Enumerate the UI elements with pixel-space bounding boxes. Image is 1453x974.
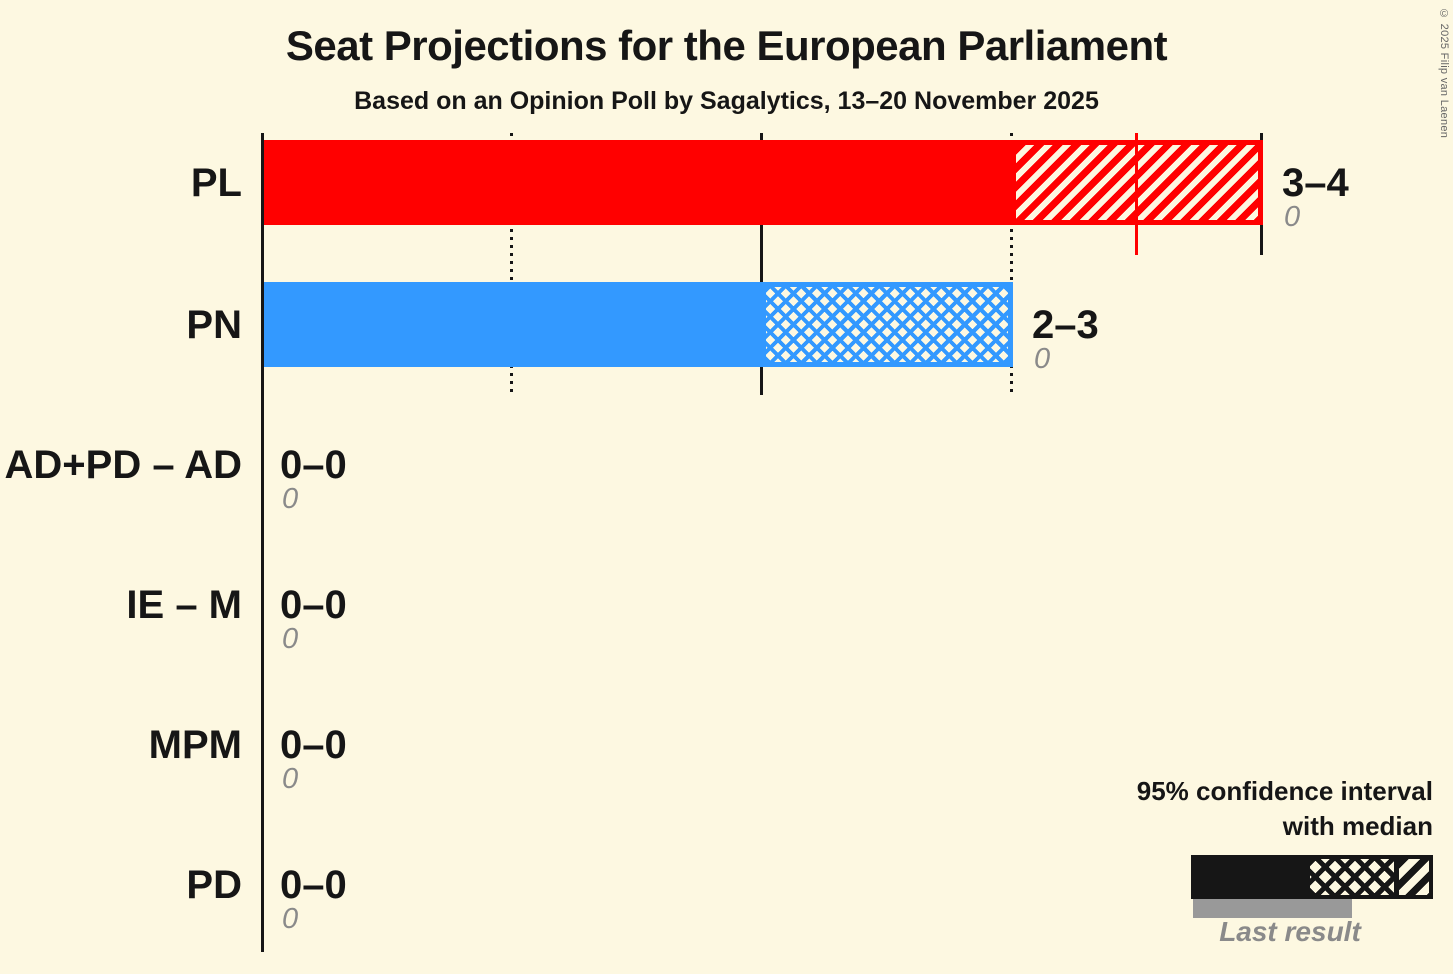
legend-last-result-bar — [1193, 899, 1352, 918]
legend-crosshatch-segment — [1310, 859, 1394, 895]
seats-range-pd: 0–0 — [280, 863, 347, 907]
last-result-pd: 0 — [282, 903, 299, 935]
row-label-pl: PL — [190, 161, 242, 205]
row-label-ad-pd-ad: AD+PD – AD — [4, 443, 242, 487]
legend-last-result-label: Last result — [1219, 916, 1361, 947]
seats-range-mpm: 0–0 — [280, 723, 347, 767]
legend-solid-segment — [1195, 859, 1310, 895]
page-title: Seat Projections for the European Parlia… — [285, 22, 1168, 69]
row-label-mpm: MPM — [148, 723, 242, 767]
median-line-pl — [1135, 133, 1138, 255]
legend-diagonal-segment — [1399, 859, 1429, 895]
legend-sample-bar — [1191, 855, 1433, 899]
legend-median-marker — [1394, 859, 1399, 895]
legend-title: 95% confidence interval with median — [900, 774, 1433, 844]
last-result-pl: 0 — [1284, 201, 1301, 233]
bar-ci-pn — [761, 282, 1013, 367]
bar-solid-pl — [264, 140, 1011, 225]
last-result-ad-pd-ad: 0 — [282, 483, 299, 515]
legend-title-line1: 95% confidence interval — [1136, 776, 1433, 806]
seats-range-pn: 2–3 — [1032, 303, 1099, 347]
copyright-note: © 2025 Filip van Laenen — [1438, 8, 1450, 139]
last-result-pn: 0 — [1034, 343, 1051, 375]
page-subtitle: Based on an Opinion Poll by Sagalytics, … — [354, 87, 1099, 115]
gridline-seat-2 — [760, 133, 763, 395]
seats-range-ad-pd-ad: 0–0 — [280, 443, 347, 487]
gridline-seat-3 — [1010, 133, 1013, 395]
seats-range-pl: 3–4 — [1282, 161, 1349, 205]
row-label-ie-m: IE – M — [126, 583, 242, 627]
seats-range-ie-m: 0–0 — [280, 583, 347, 627]
last-result-ie-m: 0 — [282, 623, 299, 655]
legend-title-line2: with median — [1282, 811, 1433, 841]
bar-solid-pn — [264, 282, 761, 367]
row-label-pn: PN — [186, 303, 242, 347]
row-label-pd: PD — [186, 863, 242, 907]
y-axis-line — [261, 133, 264, 952]
last-result-mpm: 0 — [282, 763, 299, 795]
gridline-seat-1 — [510, 133, 513, 395]
